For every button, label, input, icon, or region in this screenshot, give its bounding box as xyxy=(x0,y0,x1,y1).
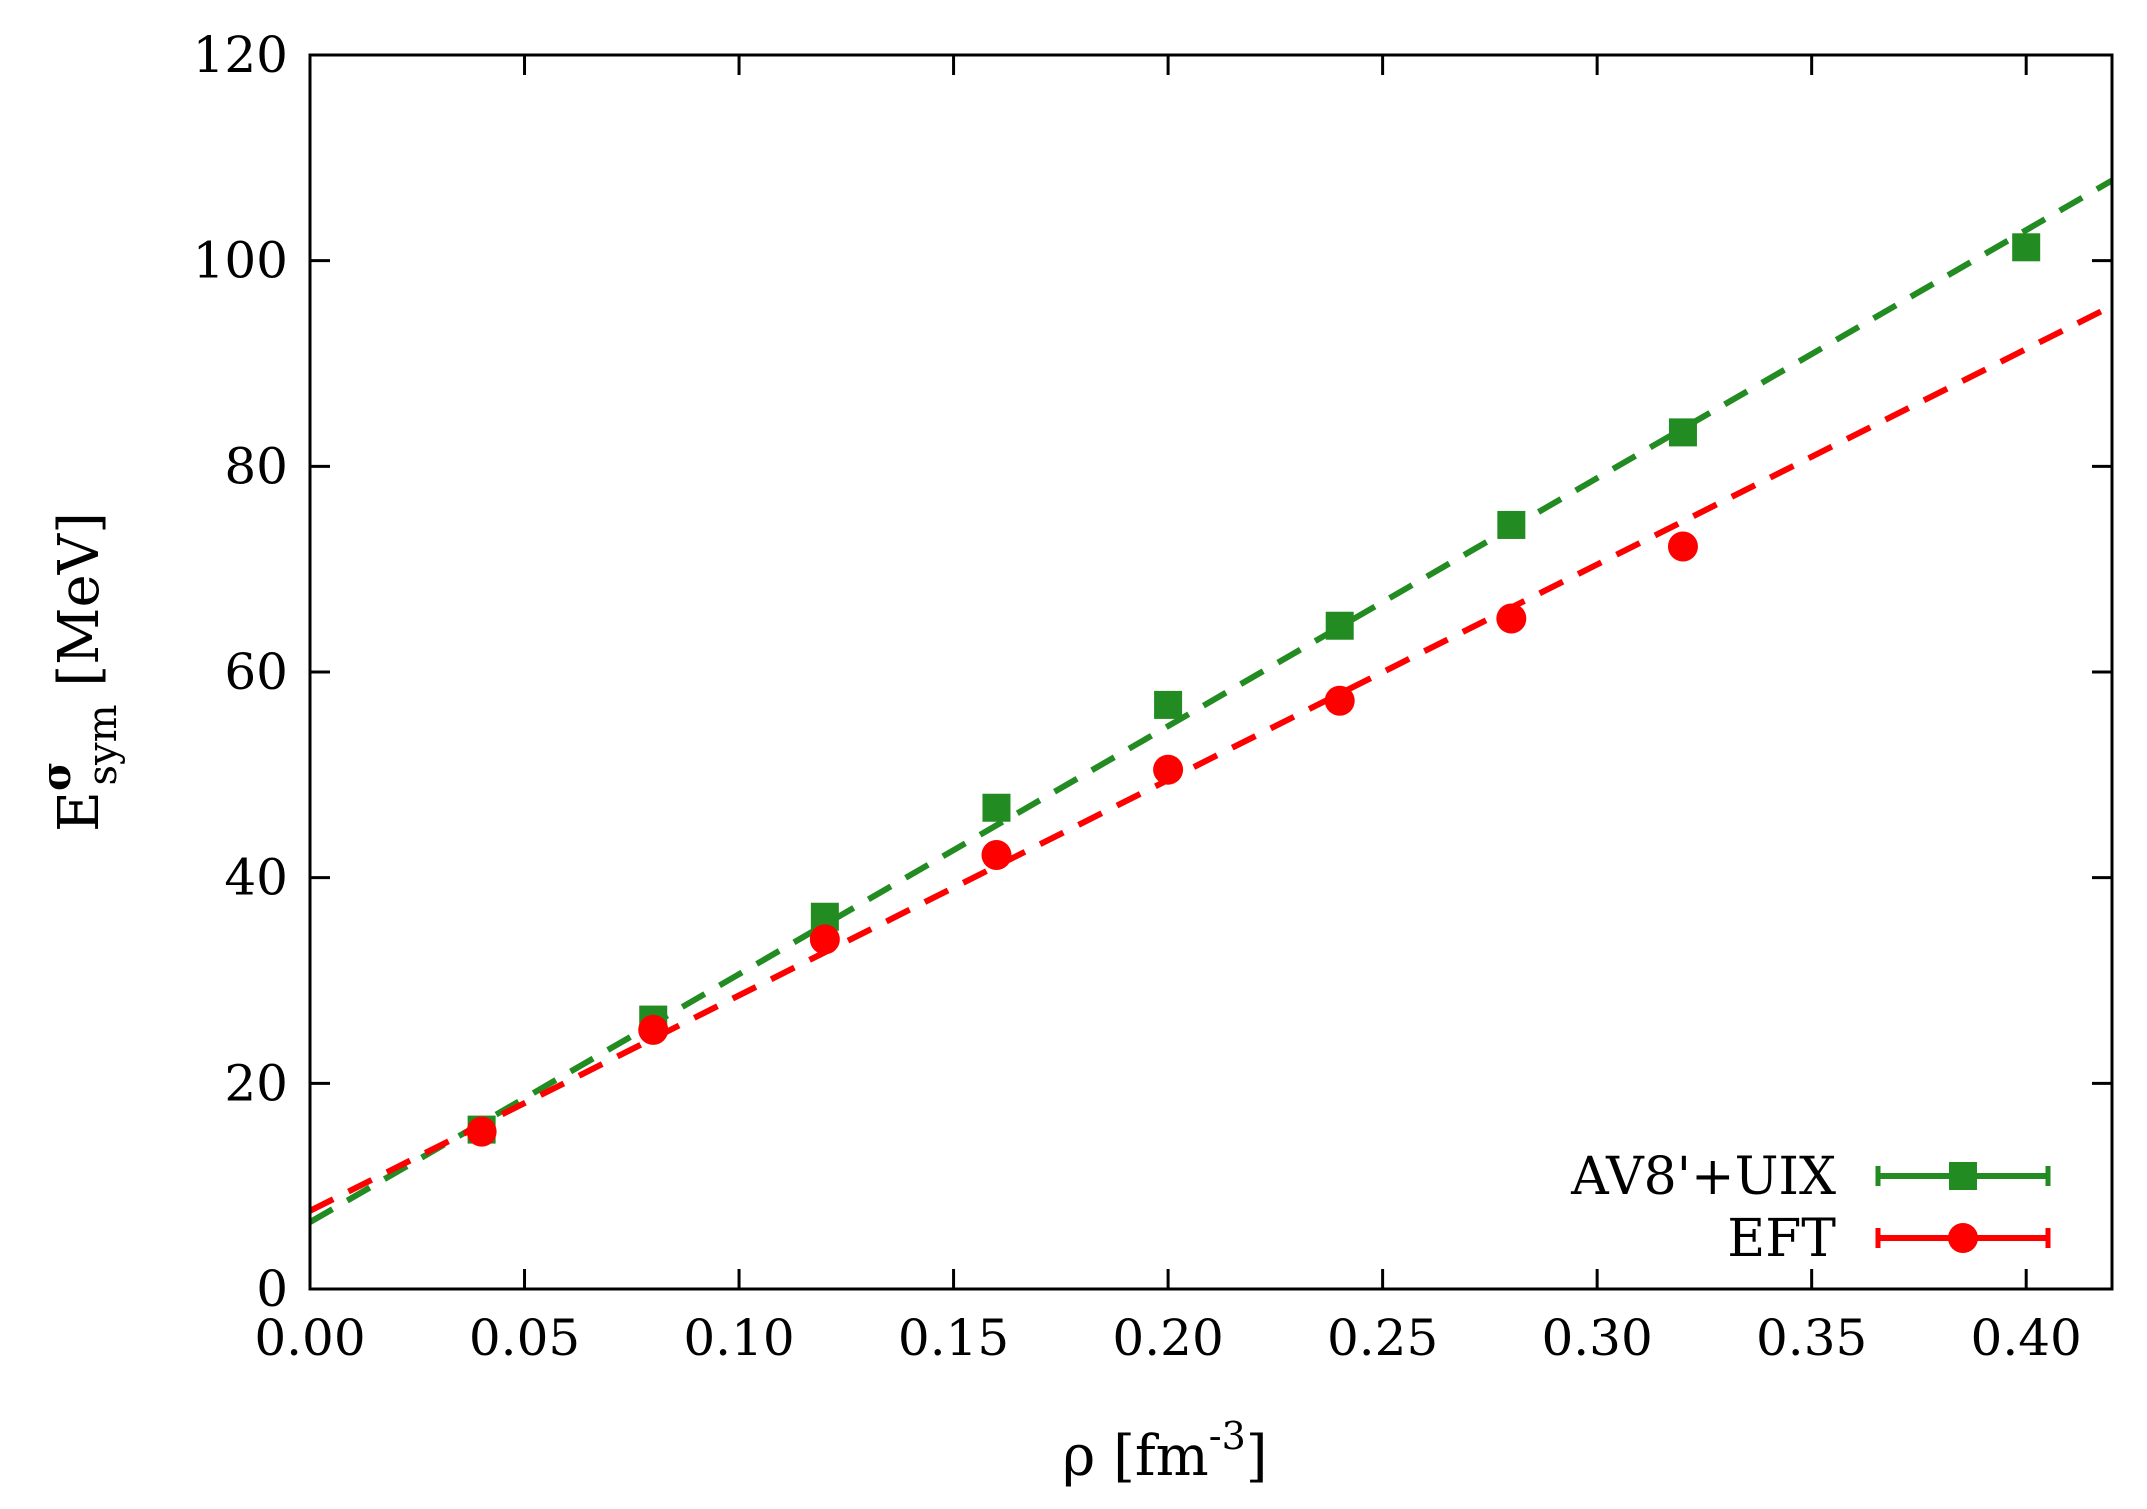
y-tick-label: 20 xyxy=(224,1054,288,1112)
y-tick-label: 0 xyxy=(256,1260,288,1318)
x-tick-label: 0.05 xyxy=(469,1309,580,1367)
x-tick-label: 0.30 xyxy=(1541,1309,1652,1367)
y-tick-label: 60 xyxy=(224,643,288,701)
data-point-av8-uix xyxy=(1154,690,1183,719)
x-axis-unit: [fm xyxy=(1095,1424,1208,1489)
fit-lines xyxy=(308,177,2114,1225)
y-axis-base: E xyxy=(47,791,112,832)
data-point-av8-uix xyxy=(1497,510,1526,539)
x-axis-unit-close: ] xyxy=(1246,1424,1268,1489)
data-point-eft xyxy=(1153,754,1184,785)
y-axis-subscript: sym xyxy=(80,704,126,785)
legend-marker-eft xyxy=(1948,1223,1978,1253)
y-tick-label: 40 xyxy=(224,849,288,907)
fit-line-av8-uix xyxy=(308,177,2114,1225)
y-tick-labels: 0 20 40 60 80 100 120 xyxy=(193,26,288,1318)
data-point-eft xyxy=(638,1014,669,1045)
data-point-eft xyxy=(981,840,1012,871)
x-tick-labels: 0.00 0.05 0.10 0.15 0.20 0.25 0.30 0.35 0.40 xyxy=(254,1309,2082,1367)
data-point-av8-uix xyxy=(982,793,1011,822)
fit-line-eft xyxy=(308,303,2114,1214)
data-point-eft xyxy=(1667,531,1698,562)
data-point-eft xyxy=(466,1116,497,1147)
legend-marker-av8-uix xyxy=(1949,1162,1977,1190)
x-axis-title: ρ [fm-3] xyxy=(1062,1414,1267,1489)
y-tick-label: 80 xyxy=(224,437,288,495)
y-tick-label: 100 xyxy=(193,232,288,290)
axis-ticks xyxy=(308,53,2112,1291)
x-axis-unit-exponent: -3 xyxy=(1209,1414,1246,1458)
data-point-eft xyxy=(809,924,840,955)
x-tick-label: 0.25 xyxy=(1327,1309,1438,1367)
data-point-av8-uix xyxy=(1325,611,1354,640)
data-point-av8-uix xyxy=(1668,418,1697,447)
legend-label-eft: EFT xyxy=(1727,1209,1836,1269)
data-point-eft xyxy=(1496,603,1527,634)
y-tick-label: 120 xyxy=(193,26,288,84)
x-tick-label: 0.10 xyxy=(683,1309,794,1367)
x-axis-symbol: ρ xyxy=(1062,1424,1095,1489)
data-point-av8-uix xyxy=(2012,233,2041,262)
y-axis-unit: [MeV] xyxy=(47,512,112,704)
x-tick-label: 0.40 xyxy=(1971,1309,2082,1367)
y-axis-superscript: σ xyxy=(33,762,80,792)
y-axis-title: Eσsym [MeV] xyxy=(33,512,126,832)
data-point-eft xyxy=(1324,685,1355,716)
legend-label-av8-uix: AV8'+UIX xyxy=(1570,1147,1836,1207)
x-tick-label: 0.35 xyxy=(1756,1309,1867,1367)
x-tick-label: 0.15 xyxy=(898,1309,1009,1367)
data-markers xyxy=(466,233,2041,1147)
x-tick-label: 0.20 xyxy=(1112,1309,1223,1367)
x-tick-label: 0.00 xyxy=(254,1309,365,1367)
